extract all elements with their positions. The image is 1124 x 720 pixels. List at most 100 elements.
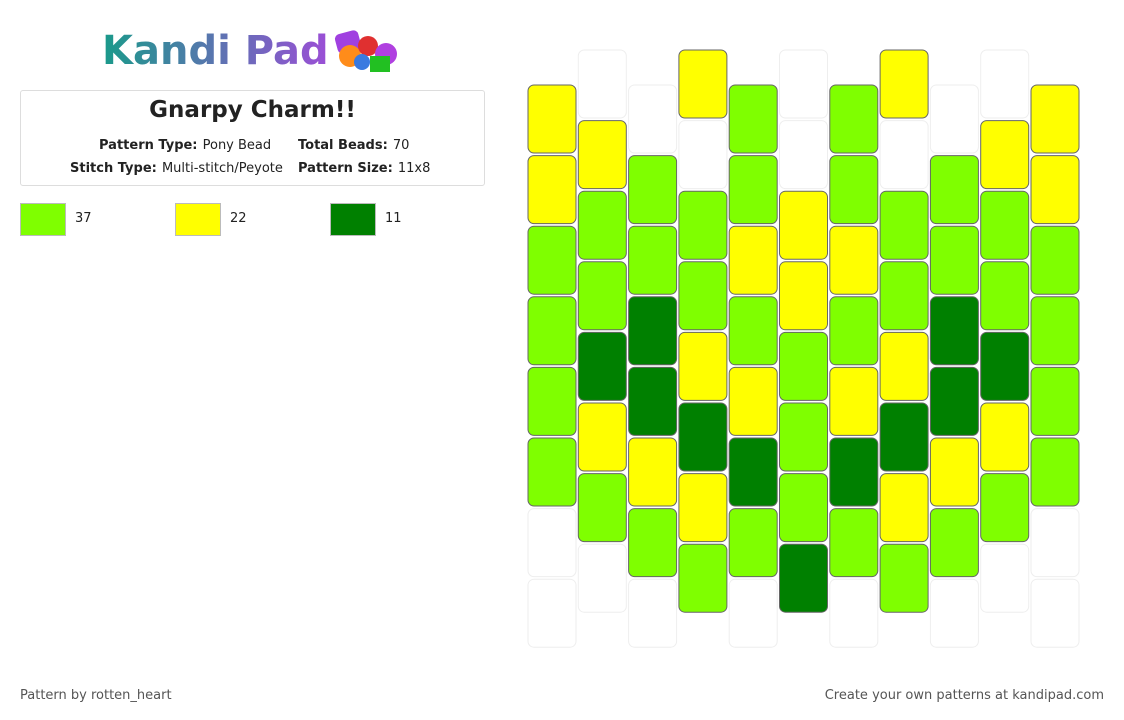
bead (980, 120, 1030, 190)
label: Total Beads: (298, 138, 388, 153)
bead (628, 155, 678, 225)
bead (577, 261, 627, 331)
bead (1030, 366, 1080, 436)
bead (1030, 296, 1080, 366)
bead (829, 155, 879, 225)
bead (1030, 437, 1080, 507)
bead (678, 473, 728, 543)
value: 11x8 (397, 161, 431, 176)
bead (980, 402, 1030, 472)
bead (779, 120, 828, 190)
bead (628, 84, 678, 154)
bead (678, 543, 728, 613)
bead (527, 155, 577, 225)
bead (577, 543, 627, 613)
bead (879, 402, 929, 472)
bead (929, 508, 979, 578)
label: Pattern Size: (298, 161, 393, 176)
bead (779, 473, 828, 543)
bead (879, 190, 929, 260)
legend-count: 22 (230, 211, 247, 226)
promo[interactable]: Create your own patterns at kandipad.com (824, 688, 1104, 703)
bead (929, 155, 979, 225)
legend-count: 37 (75, 211, 92, 226)
bead (728, 366, 778, 436)
bead (829, 508, 879, 578)
bead (980, 49, 1030, 119)
bead (980, 190, 1030, 260)
bead (628, 437, 678, 507)
author: Pattern by rotten_heart (20, 688, 172, 703)
legend-count: 11 (385, 211, 402, 226)
bead (527, 84, 577, 154)
bead (678, 402, 728, 472)
bead (678, 120, 728, 190)
bead (678, 49, 728, 119)
bead (1030, 225, 1080, 295)
legend-swatch (20, 203, 66, 236)
bead (779, 331, 828, 401)
bead (527, 366, 577, 436)
bead (779, 49, 828, 119)
bead (678, 261, 728, 331)
bead (829, 84, 879, 154)
bead (929, 296, 979, 366)
bead (929, 437, 979, 507)
bead (829, 296, 879, 366)
bead (879, 49, 929, 119)
bead (728, 437, 778, 507)
bead (728, 508, 778, 578)
bead (728, 155, 778, 225)
bead (577, 473, 627, 543)
bead (980, 331, 1030, 401)
bead (980, 473, 1030, 543)
bead (678, 331, 728, 401)
bead (980, 543, 1030, 613)
bead (577, 49, 627, 119)
bead (628, 366, 678, 436)
value: Multi-stitch/Peyote (161, 161, 283, 176)
value: 70 (392, 138, 410, 153)
bead (628, 578, 678, 648)
bead (879, 120, 929, 190)
bead (929, 84, 979, 154)
bead (829, 225, 879, 295)
bead (879, 543, 929, 613)
bead (1030, 84, 1080, 154)
bead (577, 331, 627, 401)
bead (678, 190, 728, 260)
bead (779, 402, 828, 472)
bead (929, 578, 979, 648)
value: Pony Bead (202, 138, 272, 153)
bead (929, 225, 979, 295)
bead (1030, 508, 1080, 578)
bead (1030, 578, 1080, 648)
pattern-title: Gnarpy Charm!! (149, 97, 356, 123)
bead (527, 437, 577, 507)
legend-swatch (175, 203, 221, 236)
logo: Kandi Pad (102, 28, 397, 74)
bead (728, 296, 778, 366)
bead (829, 437, 879, 507)
logo-text: Kandi Pad (102, 28, 329, 74)
bead (628, 508, 678, 578)
bead (728, 225, 778, 295)
bead-grid (527, 49, 1080, 648)
bead (829, 366, 879, 436)
bead (577, 190, 627, 260)
bead (879, 473, 929, 543)
bead (527, 296, 577, 366)
bead (1030, 155, 1080, 225)
bead (527, 578, 577, 648)
legend-swatch (330, 203, 376, 236)
bead (779, 261, 828, 331)
bead (527, 225, 577, 295)
bead (577, 120, 627, 190)
bead (779, 190, 828, 260)
bead (527, 508, 577, 578)
info-box (20, 90, 485, 186)
bead (929, 366, 979, 436)
bead (779, 543, 828, 613)
label: Stitch Type: (70, 161, 157, 176)
